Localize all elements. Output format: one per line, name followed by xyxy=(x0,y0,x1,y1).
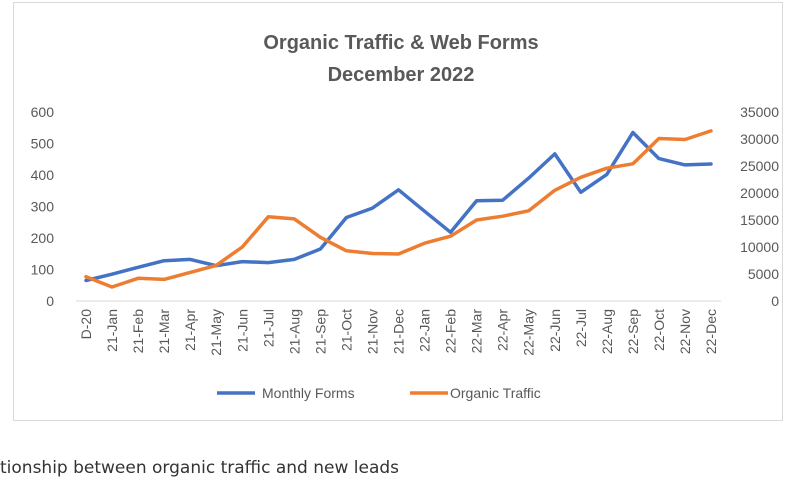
x-tick-label: 21-Sep xyxy=(312,309,328,354)
x-tick-label: 22-Sep xyxy=(625,309,641,354)
y-right-tick-label: 0 xyxy=(771,293,779,309)
x-tick-label: 22-Jan xyxy=(417,309,433,352)
x-tick-label: 21-Mar xyxy=(156,309,172,354)
chart-subtitle: December 2022 xyxy=(328,64,475,86)
figure-caption: tionship between organic traffic and new… xyxy=(0,458,400,478)
y-left-tick-label: 0 xyxy=(46,293,54,309)
organic-traffic-line xyxy=(84,129,713,289)
x-tick-label: 22-May xyxy=(521,309,537,356)
x-tick-label: 22-Aug xyxy=(599,309,615,354)
y-left-tick-label: 400 xyxy=(31,167,55,183)
x-tick-label: 22-Feb xyxy=(443,309,459,354)
y-right-tick-label: 10000 xyxy=(740,239,779,255)
x-tick-label: 21-Dec xyxy=(391,309,407,354)
y-right-tick-label: 35000 xyxy=(740,104,779,120)
y-left-tick-label: 200 xyxy=(31,230,55,246)
y-left-tick-label: 300 xyxy=(31,199,55,215)
y-right-tick-label: 25000 xyxy=(740,158,779,174)
x-tick-label: 21-Nov xyxy=(364,309,380,354)
x-tick-label: 21-May xyxy=(208,309,224,356)
x-tick-label: 21-Apr xyxy=(182,309,198,351)
chart-frame: Organic Traffic & Web Forms December 202… xyxy=(13,2,783,421)
y-right-tick-label: 15000 xyxy=(740,212,779,228)
x-tick-label: D-20 xyxy=(78,309,94,340)
y-right-tick-label: 5000 xyxy=(748,266,779,282)
x-tick-label: 22-Jul xyxy=(573,309,589,347)
x-tick-label: 22-Apr xyxy=(495,309,511,351)
monthly-forms-line xyxy=(84,130,713,283)
x-tick-label: 21-Jul xyxy=(260,309,276,347)
y-left-tick-label: 100 xyxy=(31,262,55,278)
y-left-tick-label: 500 xyxy=(31,136,55,152)
x-tick-label: 22-Mar xyxy=(469,309,485,354)
chart-title: Organic Traffic & Web Forms xyxy=(263,32,538,54)
x-tick-label: 21-Aug xyxy=(286,309,302,354)
organic-traffic-legend-label: Organic Traffic xyxy=(450,385,541,401)
x-tick-label: 21-Feb xyxy=(130,309,146,354)
y-right-tick-label: 30000 xyxy=(740,131,779,147)
x-tick-label: 22-Jun xyxy=(547,309,563,352)
x-tick-label: 22-Nov xyxy=(677,309,693,354)
x-tick-label: 22-Dec xyxy=(703,309,719,354)
y-right-tick-label: 20000 xyxy=(740,185,779,201)
x-tick-label: 21-Jan xyxy=(104,309,120,352)
y-left-tick-label: 600 xyxy=(31,104,55,120)
chart-svg: Organic Traffic & Web Forms December 202… xyxy=(31,32,780,401)
x-tick-label: 21-Jun xyxy=(234,309,250,352)
x-tick-label: 21-Oct xyxy=(338,309,354,351)
monthly-forms-legend-label: Monthly Forms xyxy=(262,385,355,401)
x-tick-label: 22-Oct xyxy=(651,309,667,351)
